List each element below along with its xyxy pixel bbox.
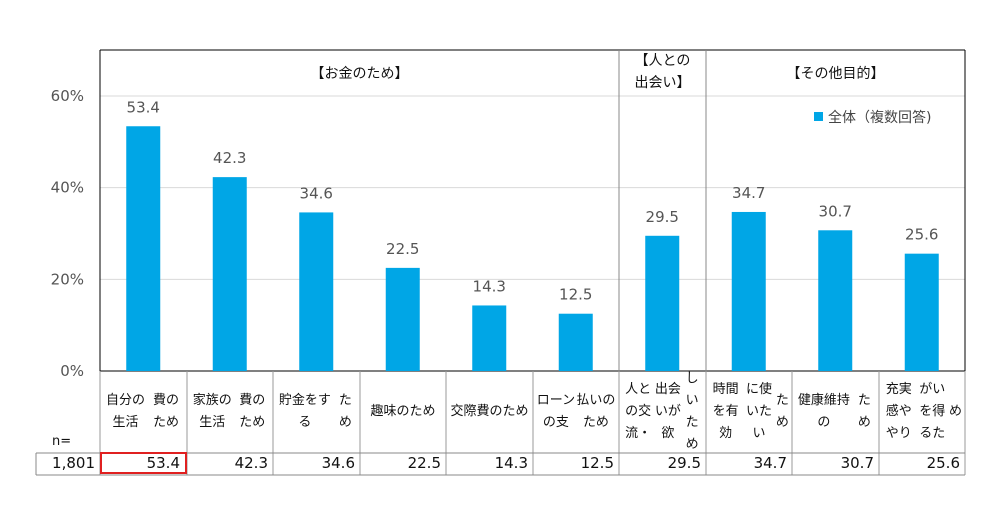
data-label: 34.6 xyxy=(300,184,333,202)
table-value-cell: 12.5 xyxy=(580,454,614,472)
category-label: 自分の生活 費のため xyxy=(105,393,179,430)
category-label: 健康維持の ため xyxy=(797,393,871,430)
bar xyxy=(904,253,939,371)
y-tick-label: 20% xyxy=(51,270,84,288)
bar xyxy=(731,211,766,371)
group-label: 出会い】 xyxy=(635,75,691,91)
table-value-cell: 14.3 xyxy=(494,454,528,472)
data-label: 53.4 xyxy=(127,98,160,116)
bar xyxy=(818,230,853,371)
data-label: 14.3 xyxy=(473,277,506,295)
bar xyxy=(212,177,247,371)
table-value-cell: 34.7 xyxy=(753,454,787,472)
data-label: 25.6 xyxy=(905,226,938,244)
table-value-cell: 42.3 xyxy=(234,454,268,472)
legend-swatch xyxy=(814,112,823,121)
category-label: 家族の生活 費のため xyxy=(192,393,266,430)
legend-label: 全体（複数回答) xyxy=(828,109,931,126)
y-tick-label: 0% xyxy=(60,362,84,380)
data-label: 30.7 xyxy=(819,202,852,220)
table-value-cell: 22.5 xyxy=(407,454,441,472)
data-label: 12.5 xyxy=(559,286,592,304)
bar xyxy=(645,235,680,371)
data-label: 42.3 xyxy=(213,149,246,167)
category-label: 時間を有効 に使いたい ため xyxy=(712,382,789,441)
table-value-cell: 29.5 xyxy=(667,454,701,472)
category-label: ローンの支 払いのため xyxy=(536,393,616,430)
group-label: 【人との xyxy=(635,53,691,69)
category-label: 充実感ややり がいを得るため xyxy=(885,382,962,441)
bar xyxy=(472,305,507,371)
category-label: 貯金をする ため xyxy=(278,393,352,430)
data-label: 22.5 xyxy=(386,240,419,258)
group-label: 【その他目的】 xyxy=(787,66,885,82)
table-value-cell: 53.4 xyxy=(100,452,187,474)
n-label: n= xyxy=(52,434,72,449)
category-label: 交際費のため xyxy=(450,404,529,419)
group-label: 【お金のため】 xyxy=(311,66,409,82)
data-label: 29.5 xyxy=(646,208,679,226)
bar xyxy=(558,313,593,371)
y-tick-label: 40% xyxy=(51,179,84,197)
table-value-cell: 34.6 xyxy=(321,454,355,472)
bar xyxy=(299,212,334,371)
y-tick-label: 60% xyxy=(51,87,84,105)
category-label: 人との交流・ 出会いが欲 しいため xyxy=(625,371,699,452)
table-value-cell: 30.7 xyxy=(840,454,874,472)
n-value-cell: 1,801 xyxy=(52,454,95,472)
bar xyxy=(126,126,161,371)
table-value-cell: 25.6 xyxy=(926,454,960,472)
category-label: 趣味のため xyxy=(370,404,436,419)
bar xyxy=(385,267,420,371)
data-label: 34.7 xyxy=(732,184,765,202)
